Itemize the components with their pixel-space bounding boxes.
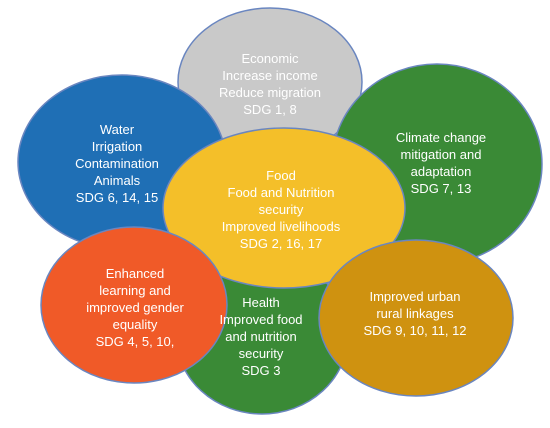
food-line-4: Improved livelihoods (221, 218, 341, 234)
enhanced-line-3: improved gender (86, 299, 184, 315)
enhanced-line-4: equality (112, 316, 158, 332)
health-label: Health Improved food and nutrition secur… (196, 290, 326, 382)
health-line-2: Improved food (219, 311, 303, 327)
food-line-1: Food (266, 167, 296, 183)
economic-line-4: SDG 1, 8 (243, 102, 297, 117)
climate-line-3: adaptation (410, 164, 472, 179)
water-label: Water Irrigation Contamination Animals S… (42, 117, 192, 209)
enhanced-line-5: SDG 4, 5, 10, (95, 333, 175, 349)
enhanced-learning-circle (40, 226, 228, 384)
urban-rural-circle (318, 239, 514, 397)
enhanced-line-2: learning and (99, 282, 171, 298)
climate-line-4: SDG 7, 13 (410, 181, 472, 196)
urban-rural-label: Improved urban rural linkages SDG 9, 10,… (340, 284, 490, 342)
water-line-1: Water (99, 121, 135, 137)
water-line-3: Contamination (75, 155, 159, 171)
water-line-4: Animals (93, 172, 141, 188)
urban-line-2: rural linkages (376, 305, 454, 321)
economic-label: Economic Increase income Reduce migratio… (190, 48, 350, 120)
water-line-2: Irrigation (91, 138, 143, 154)
water-line-5: SDG 6, 14, 15 (75, 189, 159, 205)
climate-line-1: Climate change (395, 130, 487, 145)
health-line-3: and nutrition (225, 328, 297, 344)
health-line-5: SDG 3 (241, 362, 281, 378)
food-line-5: SDG 2, 16, 17 (239, 235, 323, 251)
health-line-4: security (238, 345, 284, 361)
economic-line-2: Increase income (222, 68, 318, 83)
economic-line-3: Reduce migration (219, 85, 321, 100)
food-line-3: security (258, 201, 304, 217)
urban-line-1: Improved urban (369, 288, 461, 304)
food-label: Food Food and Nutrition security Improve… (196, 162, 366, 256)
food-line-2: Food and Nutrition (227, 184, 335, 200)
climate-label: Climate change mitigation and adaptation… (366, 125, 516, 201)
urban-line-3: SDG 9, 10, 11, 12 (363, 322, 467, 338)
enhanced-learning-label: Enhanced learning and improved gender eq… (62, 262, 208, 352)
climate-line-2: mitigation and (400, 147, 482, 162)
food-circle (162, 127, 406, 289)
economic-line-1: Economic (241, 51, 299, 66)
health-line-1: Health (242, 294, 280, 310)
enhanced-line-1: Enhanced (105, 265, 165, 281)
